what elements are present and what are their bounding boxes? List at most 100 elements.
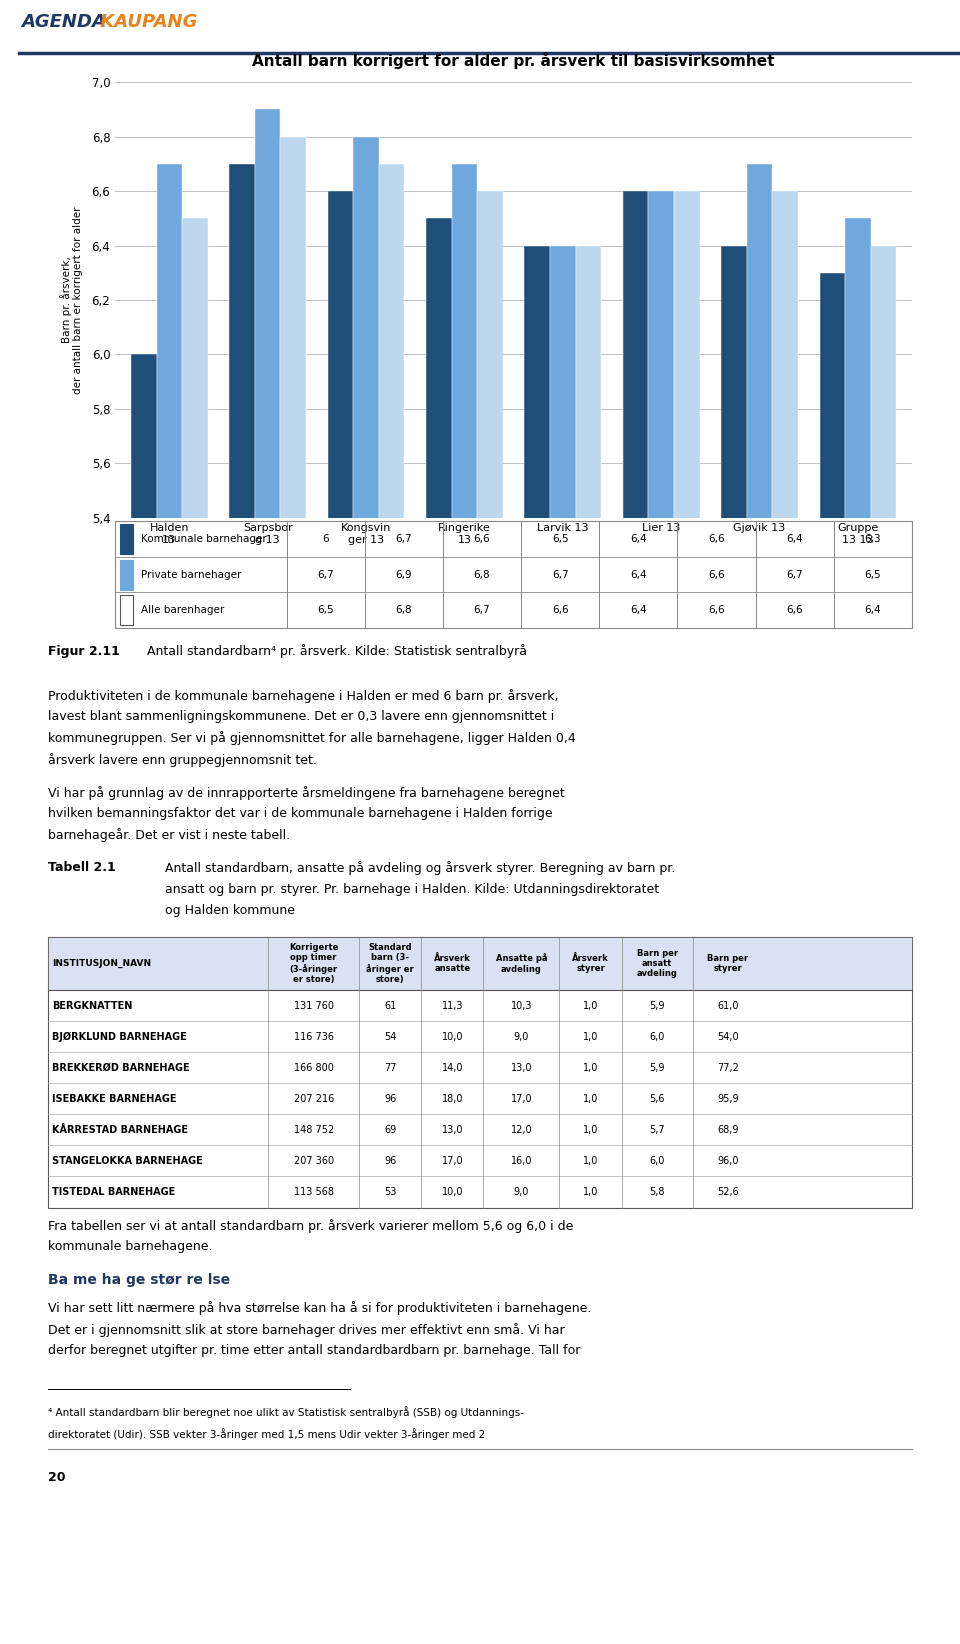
Text: 69: 69 <box>384 1124 396 1134</box>
Bar <box>772 191 798 1644</box>
Text: BERGKNATTEN: BERGKNATTEN <box>52 1001 132 1011</box>
Bar <box>280 136 306 1644</box>
Text: 18,0: 18,0 <box>442 1093 463 1103</box>
Text: derfor beregnet utgifter pr. time etter antall standardbardbarn pr. barnehage. T: derfor beregnet utgifter pr. time etter … <box>48 1343 581 1356</box>
Text: 16,0: 16,0 <box>511 1156 532 1166</box>
Text: Barn per
styrer: Barn per styrer <box>708 954 749 973</box>
Bar <box>871 245 897 1644</box>
Text: 5,6: 5,6 <box>649 1093 665 1103</box>
Text: Figur 2.11: Figur 2.11 <box>48 644 120 658</box>
Text: 54,0: 54,0 <box>717 1032 739 1042</box>
Text: 6,5: 6,5 <box>865 569 881 580</box>
Text: ⁴ Antall standardbarn blir beregnet noe ulikt av Statistisk sentralbyrå (SSB) og: ⁴ Antall standardbarn blir beregnet noe … <box>48 1407 524 1419</box>
Text: 1,0: 1,0 <box>583 1032 598 1042</box>
Bar <box>820 273 845 1644</box>
Text: 77,2: 77,2 <box>717 1062 739 1074</box>
Text: 6,0: 6,0 <box>649 1032 665 1042</box>
Title: Antall barn korrigert for alder pr. årsverk til basisvirksomhet: Antall barn korrigert for alder pr. årsv… <box>252 51 775 69</box>
Text: 6,6: 6,6 <box>473 534 491 544</box>
Text: 11,3: 11,3 <box>442 1001 463 1011</box>
Text: 6,8: 6,8 <box>396 605 412 615</box>
Text: 6,6: 6,6 <box>552 605 568 615</box>
Text: 6,5: 6,5 <box>552 534 568 544</box>
Text: 9,0: 9,0 <box>514 1032 529 1042</box>
Text: 6,9: 6,9 <box>396 569 412 580</box>
Text: 95,9: 95,9 <box>717 1093 739 1103</box>
Text: 6,7: 6,7 <box>396 534 412 544</box>
Text: AGENDA: AGENDA <box>21 13 106 31</box>
Text: 6,4: 6,4 <box>630 569 647 580</box>
Bar <box>229 164 255 1644</box>
Text: kommunegruppen. Ser vi på gjennomsnittet for alle barnehagene, ligger Halden 0,4: kommunegruppen. Ser vi på gjennomsnittet… <box>48 732 576 745</box>
Text: 10,0: 10,0 <box>442 1187 463 1197</box>
Text: 6,6: 6,6 <box>708 569 725 580</box>
Text: 1,0: 1,0 <box>583 1187 598 1197</box>
Text: 6,4: 6,4 <box>630 605 647 615</box>
Text: 13,0: 13,0 <box>511 1062 532 1074</box>
Text: 61: 61 <box>384 1001 396 1011</box>
Text: 6,6: 6,6 <box>708 605 725 615</box>
Text: 77: 77 <box>384 1062 396 1074</box>
Text: 53: 53 <box>384 1187 396 1197</box>
Bar <box>524 245 550 1644</box>
Bar <box>255 110 280 1644</box>
Bar <box>747 164 772 1644</box>
Text: 52,6: 52,6 <box>717 1187 739 1197</box>
Text: 1,0: 1,0 <box>583 1124 598 1134</box>
Text: 96: 96 <box>384 1156 396 1166</box>
Text: Korrigerte
opp timer
(3-åringer
er store): Korrigerte opp timer (3-åringer er store… <box>289 944 338 985</box>
Text: 5,7: 5,7 <box>649 1124 665 1134</box>
Text: KAUPANG: KAUPANG <box>94 13 198 31</box>
Text: 6,7: 6,7 <box>786 569 803 580</box>
Text: Standard
barn (3-
åringer er
store): Standard barn (3- åringer er store) <box>367 944 414 985</box>
Text: Tabell 2.1: Tabell 2.1 <box>48 861 116 875</box>
Bar <box>48 937 912 990</box>
Text: 68,9: 68,9 <box>717 1124 738 1134</box>
Text: BREKKERØD BARNEHAGE: BREKKERØD BARNEHAGE <box>52 1062 190 1074</box>
Text: 54: 54 <box>384 1032 396 1042</box>
Text: direktoratet (Udir). SSB vekter 3-åringer med 1,5 mens Udir vekter 3-åringer med: direktoratet (Udir). SSB vekter 3-åringe… <box>48 1429 485 1440</box>
Text: 10,3: 10,3 <box>511 1001 532 1011</box>
Text: 1,0: 1,0 <box>583 1156 598 1166</box>
Bar <box>353 136 379 1644</box>
Bar <box>120 524 132 554</box>
Text: 6: 6 <box>323 534 329 544</box>
Text: 148 752: 148 752 <box>294 1124 334 1134</box>
Text: 20: 20 <box>48 1471 65 1483</box>
Text: 10,0: 10,0 <box>442 1032 463 1042</box>
Bar <box>379 164 404 1644</box>
Bar <box>623 191 648 1644</box>
Bar <box>451 164 477 1644</box>
Text: 5,9: 5,9 <box>649 1062 665 1074</box>
Text: barnehageår. Det er vist i neste tabell.: barnehageår. Det er vist i neste tabell. <box>48 829 290 842</box>
Text: 96,0: 96,0 <box>717 1156 738 1166</box>
Text: 96: 96 <box>384 1093 396 1103</box>
Bar <box>156 164 182 1644</box>
Text: TISTEDAL BARNEHAGE: TISTEDAL BARNEHAGE <box>52 1187 176 1197</box>
Text: 6,6: 6,6 <box>786 605 803 615</box>
Text: Kommunale barnehager: Kommunale barnehager <box>141 534 267 544</box>
Text: KÅRRESTAD BARNEHAGE: KÅRRESTAD BARNEHAGE <box>52 1124 188 1134</box>
Text: 207 216: 207 216 <box>294 1093 334 1103</box>
Text: Barn per
ansatt
avdeling: Barn per ansatt avdeling <box>636 949 678 978</box>
Bar <box>477 191 503 1644</box>
Text: 1,0: 1,0 <box>583 1093 598 1103</box>
Text: 6,6: 6,6 <box>708 534 725 544</box>
Y-axis label: Barn pr. årsverk,
der antall barn er korrigert for alder: Barn pr. årsverk, der antall barn er kor… <box>60 206 84 395</box>
Text: 113 568: 113 568 <box>294 1187 334 1197</box>
Text: BJØRKLUND BARNEHAGE: BJØRKLUND BARNEHAGE <box>52 1032 187 1042</box>
Text: 1,0: 1,0 <box>583 1001 598 1011</box>
Text: Det er i gjennomsnitt slik at store barnehager drives mer effektivt enn små. Vi : Det er i gjennomsnitt slik at store barn… <box>48 1322 564 1337</box>
Text: hvilken bemanningsfaktor det var i de kommunale barnehagene i Halden forrige: hvilken bemanningsfaktor det var i de ko… <box>48 807 553 820</box>
Text: 5,9: 5,9 <box>649 1001 665 1011</box>
Text: 166 800: 166 800 <box>294 1062 334 1074</box>
Text: ansatt og barn pr. styrer. Pr. barnehage i Halden. Kilde: Utdanningsdirektoratet: ansatt og barn pr. styrer. Pr. barnehage… <box>165 883 659 896</box>
Text: 131 760: 131 760 <box>294 1001 334 1011</box>
Text: 6,3: 6,3 <box>865 534 881 544</box>
Bar <box>674 191 700 1644</box>
Text: 13,0: 13,0 <box>442 1124 463 1134</box>
Text: 9,0: 9,0 <box>514 1187 529 1197</box>
Text: 6,7: 6,7 <box>552 569 568 580</box>
Bar <box>550 245 576 1644</box>
Bar <box>182 219 207 1644</box>
